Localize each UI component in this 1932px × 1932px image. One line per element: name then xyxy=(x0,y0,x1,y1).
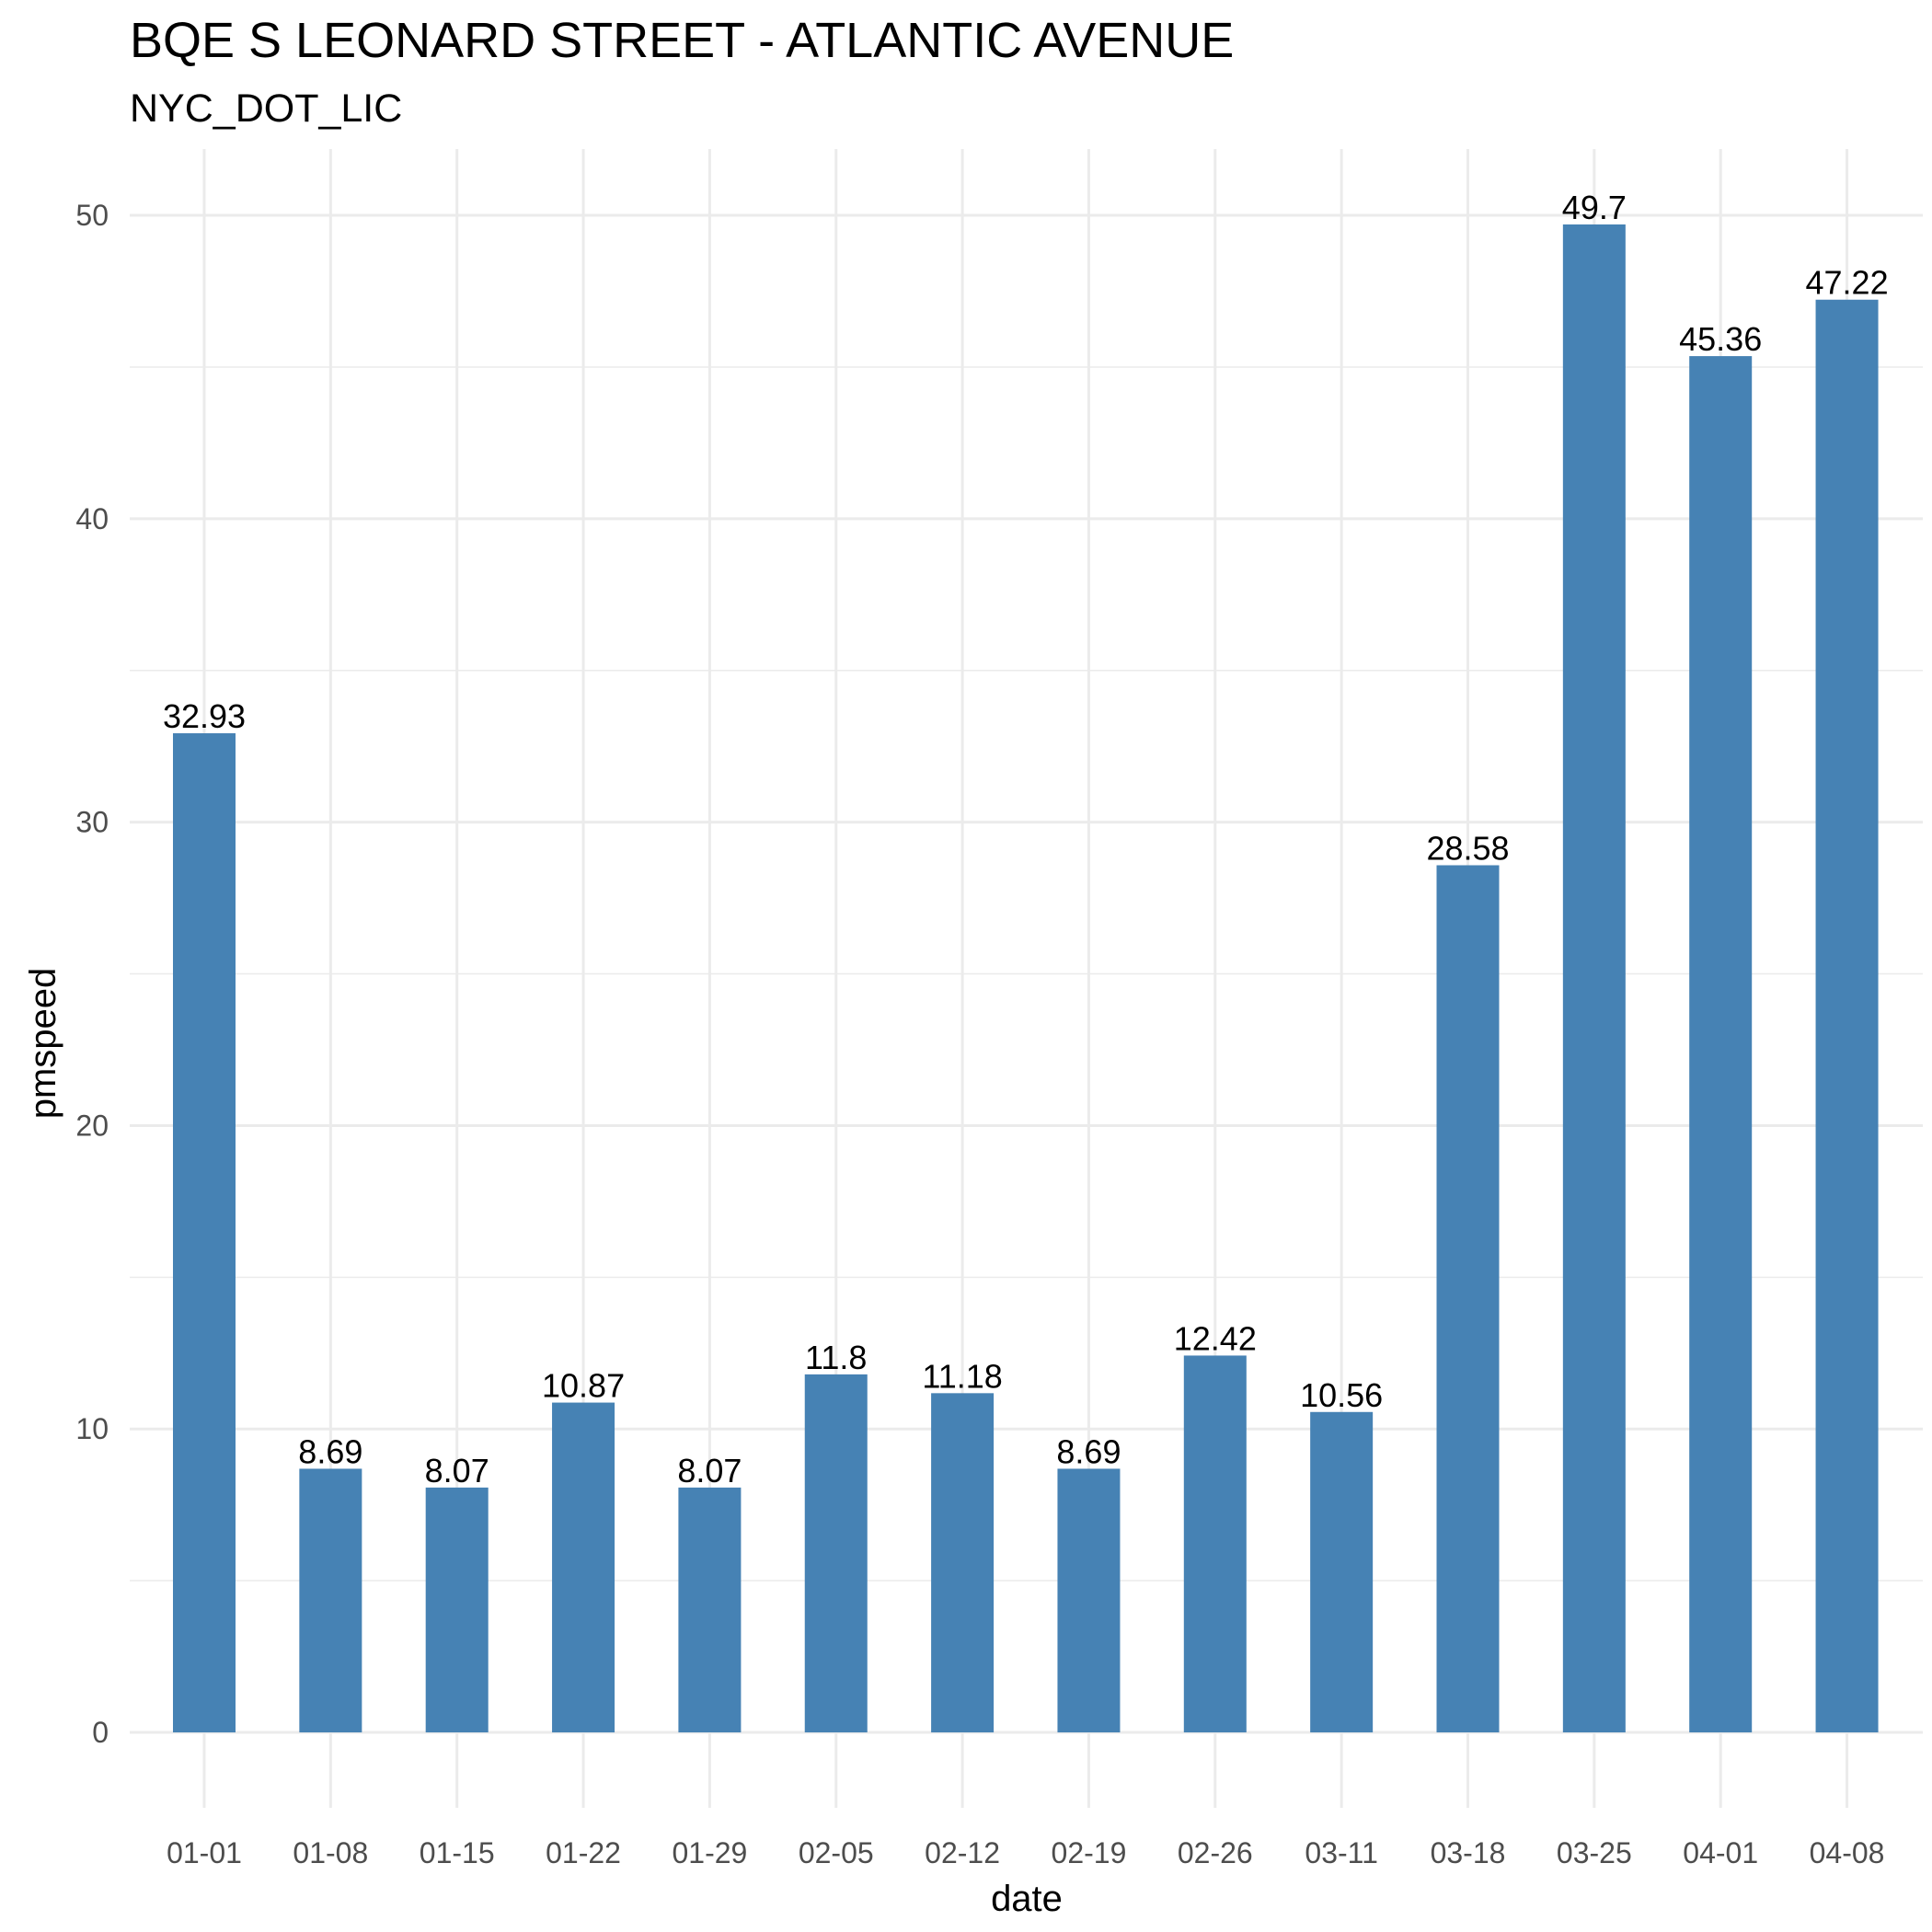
bar xyxy=(804,1374,868,1733)
data-label: 10.87 xyxy=(542,1367,625,1405)
x-tick-label: 04-01 xyxy=(1683,1836,1758,1869)
data-label: 11.8 xyxy=(805,1339,867,1376)
x-tick-label: 03-25 xyxy=(1557,1836,1632,1869)
bar xyxy=(1057,1468,1121,1733)
bar xyxy=(1815,299,1879,1733)
data-label: 8.07 xyxy=(425,1452,489,1489)
bar xyxy=(1310,1411,1374,1733)
y-axis-label: pmspeed xyxy=(23,968,63,1120)
x-tick-label: 01-01 xyxy=(167,1836,242,1869)
bar xyxy=(1689,356,1753,1733)
data-label: 12.42 xyxy=(1174,1319,1257,1357)
y-tick-label: 50 xyxy=(75,199,109,232)
data-label: 8.07 xyxy=(677,1452,742,1489)
chart-subtitle: NYC_DOT_LIC xyxy=(130,86,402,131)
data-label: 8.69 xyxy=(298,1432,362,1470)
bar xyxy=(1183,1355,1247,1733)
x-tick-label: 03-11 xyxy=(1305,1836,1377,1869)
x-tick-label: 02-12 xyxy=(925,1836,1000,1869)
y-tick-label: 20 xyxy=(75,1109,109,1142)
y-tick-label: 40 xyxy=(75,502,109,535)
x-tick-label: 01-15 xyxy=(420,1836,495,1869)
grid xyxy=(130,149,1923,1808)
data-label: 45.36 xyxy=(1679,320,1762,358)
bars xyxy=(173,224,1879,1733)
x-tick-label: 03-18 xyxy=(1431,1836,1506,1869)
x-tick-label: 02-19 xyxy=(1052,1836,1127,1869)
bar xyxy=(1436,865,1500,1733)
x-tick-label: 01-08 xyxy=(293,1836,368,1869)
x-tick-label: 04-08 xyxy=(1810,1836,1885,1869)
data-label: 8.69 xyxy=(1056,1432,1121,1470)
bar xyxy=(299,1468,362,1733)
bar xyxy=(1562,224,1626,1733)
y-tick-label: 30 xyxy=(75,806,109,839)
x-tick-label: 02-05 xyxy=(799,1836,874,1869)
bar xyxy=(425,1487,489,1733)
data-label: 49.7 xyxy=(1562,189,1627,226)
data-labels: 32.93 8.69 8.07 10.87 8.07 11.8 11.18 8.69 12.42… xyxy=(163,189,1889,1489)
bar xyxy=(552,1402,615,1733)
bar xyxy=(931,1393,995,1733)
bar xyxy=(173,733,236,1733)
x-tick-label: 01-29 xyxy=(672,1836,747,1869)
y-axis-ticks: 0 10 20 30 40 50 xyxy=(75,199,109,1749)
x-axis-label: date xyxy=(991,1879,1063,1919)
data-label: 11.18 xyxy=(922,1357,1002,1395)
bar xyxy=(678,1487,742,1733)
x-axis-ticks: 01-01 01-08 01-15 01-22 01-29 02-05 02-12 02-19… xyxy=(167,1836,1884,1869)
data-label: 10.56 xyxy=(1300,1376,1383,1414)
chart-title: BQE S LEONARD STREET - ATLANTIC AVENUE xyxy=(130,13,1234,68)
y-tick-label: 10 xyxy=(75,1412,109,1445)
y-tick-label: 0 xyxy=(92,1716,109,1749)
x-tick-label: 01-22 xyxy=(546,1836,621,1869)
data-label: 28.58 xyxy=(1426,829,1509,867)
data-label: 47.22 xyxy=(1806,264,1889,302)
data-label: 32.93 xyxy=(163,697,246,735)
x-tick-label: 02-26 xyxy=(1178,1836,1253,1869)
